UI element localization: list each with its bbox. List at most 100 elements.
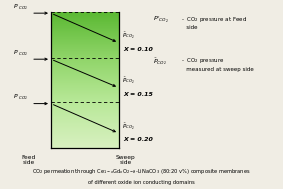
Bar — [51, 136, 119, 137]
Bar — [51, 128, 119, 129]
Text: $\bar{P}_{CO_2}$: $\bar{P}_{CO_2}$ — [153, 56, 167, 67]
Text: $\bar{P}_{CO_2}$: $\bar{P}_{CO_2}$ — [122, 75, 134, 86]
Bar — [51, 113, 119, 114]
Bar — [51, 21, 119, 22]
Text: $P'_{CO_2}$: $P'_{CO_2}$ — [13, 48, 28, 57]
Bar — [51, 48, 119, 49]
Bar — [51, 75, 119, 76]
Text: X = 0.20: X = 0.20 — [123, 137, 153, 142]
Bar — [51, 69, 119, 70]
Bar — [51, 58, 119, 59]
Bar — [51, 37, 119, 38]
Bar — [51, 119, 119, 120]
Bar — [51, 65, 119, 66]
Text: $\bar{P}_{CO_2}$: $\bar{P}_{CO_2}$ — [122, 121, 134, 132]
Bar — [51, 115, 119, 116]
Bar — [51, 100, 119, 101]
Text: $P'_{CO_2}$: $P'_{CO_2}$ — [13, 92, 28, 102]
Bar — [51, 56, 119, 57]
Bar — [51, 89, 119, 90]
Bar — [51, 54, 119, 55]
Bar — [51, 33, 119, 34]
Bar — [51, 12, 119, 13]
Bar — [51, 106, 119, 107]
Bar — [51, 32, 119, 33]
Bar — [51, 132, 119, 133]
Bar — [51, 72, 119, 73]
Text: X = 0.15: X = 0.15 — [123, 92, 153, 97]
Bar — [51, 131, 119, 132]
Bar — [51, 55, 119, 56]
Bar — [51, 94, 119, 95]
Bar — [51, 30, 119, 31]
Bar — [51, 91, 119, 92]
Text: Sweep
side: Sweep side — [116, 155, 136, 165]
Bar — [51, 61, 119, 62]
Bar — [51, 82, 119, 83]
Bar — [51, 25, 119, 26]
Bar — [51, 98, 119, 99]
Bar — [51, 18, 119, 19]
Bar — [51, 124, 119, 125]
Bar — [51, 45, 119, 46]
Bar — [51, 57, 119, 58]
Bar — [51, 86, 119, 87]
Bar — [51, 51, 119, 52]
Bar — [51, 117, 119, 118]
Bar — [51, 26, 119, 27]
Bar — [51, 84, 119, 85]
Bar — [51, 105, 119, 106]
Bar — [51, 78, 119, 79]
Bar — [51, 71, 119, 72]
Bar — [51, 140, 119, 141]
Bar — [51, 97, 119, 98]
Bar — [51, 120, 119, 121]
Bar — [51, 50, 119, 51]
Bar — [51, 126, 119, 127]
Bar — [51, 77, 119, 78]
Bar — [51, 20, 119, 21]
Bar — [51, 87, 119, 88]
Bar — [51, 90, 119, 91]
Bar — [51, 118, 119, 119]
Bar — [51, 95, 119, 96]
Bar — [51, 112, 119, 113]
Bar — [51, 42, 119, 43]
Bar — [51, 111, 119, 112]
Bar — [51, 13, 119, 14]
Bar — [51, 134, 119, 135]
Bar — [51, 29, 119, 30]
Bar — [51, 41, 119, 42]
Bar — [51, 88, 119, 89]
Text: CO$_2$ permeation through Ce$_{1-x}$Gd$_x$O$_{2-δ}$-LiNaCO$_3$ (80:20 v%) compos: CO$_2$ permeation through Ce$_{1-x}$Gd$_… — [32, 167, 251, 176]
Bar — [51, 121, 119, 122]
Bar — [51, 59, 119, 60]
Bar — [51, 40, 119, 41]
Bar — [51, 70, 119, 71]
Bar — [51, 19, 119, 20]
Bar — [51, 31, 119, 32]
Bar — [51, 103, 119, 104]
Bar — [51, 144, 119, 145]
Bar — [51, 47, 119, 48]
Text: X = 0.10: X = 0.10 — [123, 47, 153, 52]
Bar — [51, 34, 119, 35]
Bar — [51, 102, 119, 103]
Bar — [51, 16, 119, 17]
Bar — [51, 133, 119, 134]
Bar — [51, 96, 119, 97]
Bar — [51, 27, 119, 28]
Bar — [51, 92, 119, 93]
Bar — [51, 122, 119, 123]
Text: $P'_{CO_2}$: $P'_{CO_2}$ — [13, 2, 28, 12]
Bar — [51, 145, 119, 146]
Bar — [51, 80, 119, 81]
Bar — [51, 138, 119, 139]
Bar — [51, 73, 119, 74]
Bar — [51, 53, 119, 54]
Text: $\bar{P}_{CO_2}$: $\bar{P}_{CO_2}$ — [122, 31, 134, 41]
Bar — [51, 22, 119, 23]
Bar — [51, 17, 119, 18]
Bar — [51, 67, 119, 68]
Bar — [51, 109, 119, 110]
